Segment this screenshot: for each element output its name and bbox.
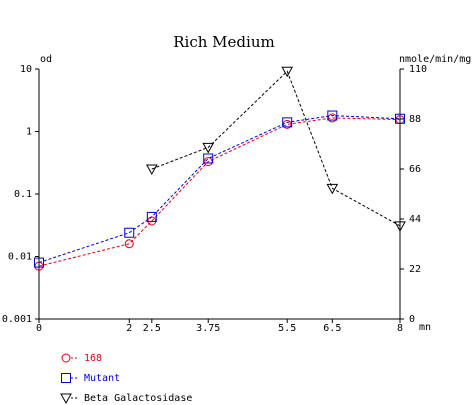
x-tick-label: 6.5: [323, 323, 341, 334]
series-168: [34, 113, 405, 271]
x-tick-label: 8: [397, 323, 403, 334]
right-tick-label: 110: [409, 64, 427, 75]
legend: 168 Mutant Beta Galactosidase: [60, 353, 192, 405]
series-line: [151, 70, 401, 227]
data-point: [34, 257, 44, 268]
left-tick-label: 0.1: [14, 189, 32, 200]
series-line: [38, 117, 401, 267]
left-tick-label: 0.001: [2, 314, 32, 325]
series-mutant: [34, 110, 405, 268]
data-point: [394, 221, 406, 232]
series-beta-galactosidase: [145, 66, 406, 232]
legend-marker: [60, 393, 72, 405]
legend-label: Beta Galactosidase: [84, 393, 192, 404]
x-tick-label: 2.5: [143, 323, 161, 334]
data-point: [124, 239, 134, 249]
left-tick-label: 0.01: [8, 252, 32, 263]
series-line: [38, 115, 401, 264]
data-point: [327, 110, 338, 121]
legend-entry: 168: [61, 353, 102, 364]
x-tick-label: 3.75: [196, 323, 220, 334]
left-axis-label: od: [40, 54, 52, 65]
x-axis-unit: mn: [419, 322, 431, 333]
left-tick-label: 10: [20, 64, 32, 75]
right-axis-label: nmole/min/mg: [399, 54, 471, 65]
data-point: [281, 66, 294, 78]
right-tick-label: 88: [409, 114, 421, 125]
data-point: [145, 164, 158, 176]
data-point: [203, 153, 214, 164]
right-tick-label: 0: [409, 314, 415, 325]
data-point: [146, 211, 157, 222]
data-point: [282, 117, 293, 128]
data-point: [202, 142, 215, 154]
legend-entry: Mutant: [61, 373, 120, 384]
x-tick-label: 5.5: [278, 323, 296, 334]
data-point: [124, 227, 135, 238]
legend-label: Mutant: [84, 373, 120, 384]
x-tick-label: 2: [126, 323, 132, 334]
right-tick-label: 44: [409, 214, 421, 225]
data-point: [326, 183, 339, 195]
legend-marker: [61, 353, 71, 363]
legend-marker: [61, 373, 71, 383]
chart-title: Rich Medium: [173, 33, 274, 51]
legend-entry: Beta Galactosidase: [60, 393, 192, 405]
data-point: [395, 113, 405, 124]
legend-label: 168: [84, 353, 102, 364]
left-tick-label: 1: [26, 127, 32, 138]
right-tick-label: 66: [409, 164, 421, 175]
series-layer: [34, 66, 406, 271]
x-tick-label: 0: [36, 323, 42, 334]
right-tick-label: 22: [409, 264, 421, 275]
